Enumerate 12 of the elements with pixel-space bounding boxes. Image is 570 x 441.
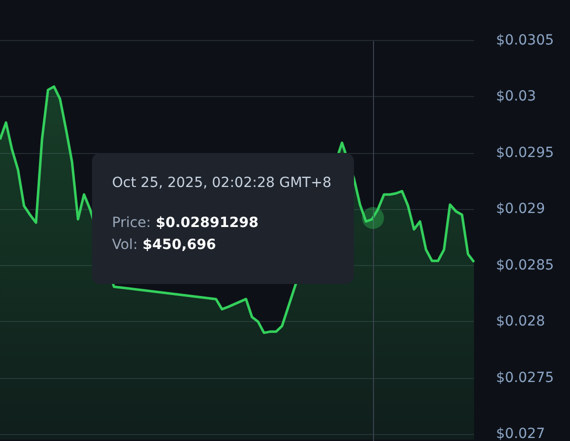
y-tick-label: $0.0275: [496, 370, 554, 386]
y-tick-label: $0.0295: [496, 144, 554, 161]
y-tick-label: $0.028: [496, 314, 545, 330]
annotation: Vol: $450,696: [112, 237, 216, 253]
y-tick-label: $0.03: [496, 88, 536, 105]
y-tick-label: $0.029: [496, 201, 545, 218]
y-tick-label: $0.0305: [496, 32, 554, 48]
annotation: Price: $0.02891298: [112, 215, 258, 231]
y-tick-label: $0.0285: [496, 257, 554, 274]
annotation: Oct 25, 2025, 02:02:28 GMT+8: [112, 175, 332, 191]
tooltip-card: Oct 25, 2025, 02:02:28 GMT+8 Price: $0.02891298 Vol: $450,696: [92, 153, 354, 284]
y-tick-label: $0.027: [496, 426, 545, 441]
